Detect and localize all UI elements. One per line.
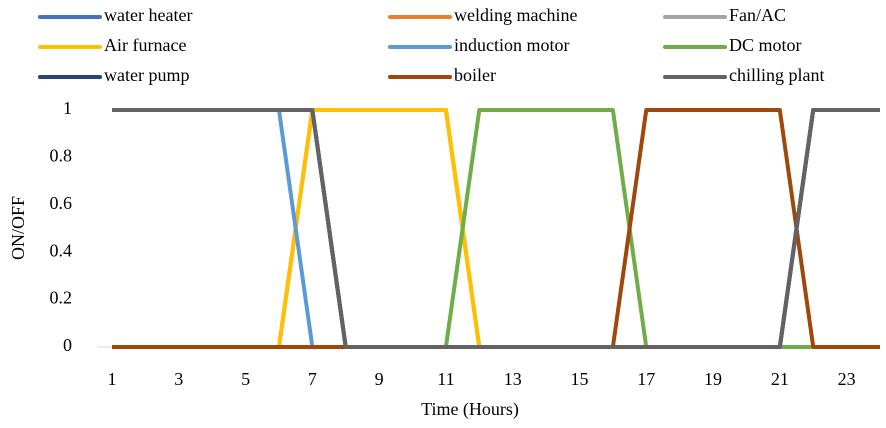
y-tick-label: 0.8 <box>50 146 73 166</box>
x-tick-label: 11 <box>437 369 454 389</box>
legend-label: welding machine <box>454 5 577 25</box>
legend-label: chilling plant <box>729 65 824 85</box>
series-line <box>112 108 880 349</box>
series-line <box>112 108 880 349</box>
y-tick-label: 0 <box>63 335 72 355</box>
series-line <box>112 108 880 349</box>
series-line <box>112 108 880 349</box>
y-tick-label: 0.4 <box>50 240 73 260</box>
legend-label: DC motor <box>729 35 802 55</box>
y-tick-label: 1 <box>63 98 72 118</box>
x-axis-title: Time (Hours) <box>421 399 519 420</box>
x-tick-label: 17 <box>637 369 655 389</box>
x-tick-label: 19 <box>704 369 722 389</box>
series-line <box>112 108 880 349</box>
x-tick-label: 15 <box>570 369 588 389</box>
legend-label: boiler <box>454 65 496 85</box>
series-line <box>112 108 880 349</box>
series-line <box>112 108 880 349</box>
x-tick-label: 1 <box>108 369 117 389</box>
x-tick-label: 5 <box>241 369 250 389</box>
legend-label: water heater <box>104 5 192 25</box>
x-tick-label: 21 <box>771 369 789 389</box>
legend-label: water pump <box>104 65 189 85</box>
legend-label: Fan/AC <box>729 5 786 25</box>
legend-label: induction motor <box>454 35 570 55</box>
x-tick-label: 3 <box>174 369 183 389</box>
x-tick-label: 7 <box>308 369 317 389</box>
legend-label: Air furnace <box>104 35 186 55</box>
x-tick-label: 23 <box>838 369 856 389</box>
y-axis-title: ON/OFF <box>8 196 28 260</box>
y-tick-label: 0.6 <box>50 193 73 213</box>
y-tick-label: 0.2 <box>50 288 73 308</box>
series-line <box>112 108 880 349</box>
series-line <box>112 108 880 349</box>
x-tick-label: 9 <box>375 369 384 389</box>
x-tick-label: 13 <box>504 369 522 389</box>
